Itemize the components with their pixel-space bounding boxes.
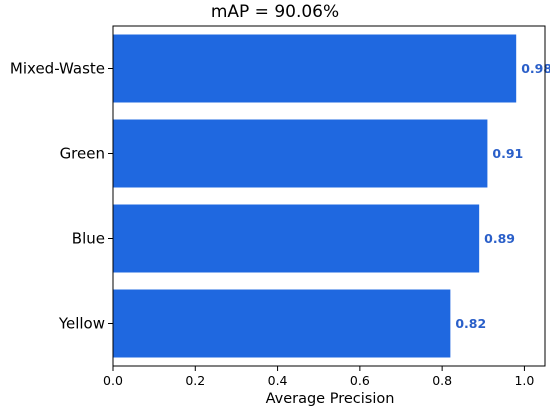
- x-tick-label: 0.8: [432, 373, 452, 388]
- bar-mixed-waste: [113, 34, 517, 103]
- value-label: 0.82: [455, 316, 486, 331]
- plot-frame: [112, 25, 546, 367]
- bar-yellow: [113, 289, 451, 358]
- labels-group: 0.98 0.91 0.89 0.82: [455, 61, 550, 331]
- y-tick-label: Yellow: [58, 315, 105, 333]
- bar-blue: [113, 204, 480, 273]
- y-tick-label: Green: [60, 145, 105, 163]
- value-label: 0.98: [521, 61, 550, 76]
- value-label: 0.89: [484, 231, 515, 246]
- bar-green: [113, 119, 488, 188]
- bars-group: [113, 34, 517, 358]
- axes-group: Mixed-Waste Green Blue Yellow 0.0 0.2 0.4 0.6 0.…: [10, 25, 546, 388]
- chart-title: mAP = 90.06%: [211, 2, 339, 22]
- x-axis-label: Average Precision: [266, 391, 395, 407]
- x-tick-label: 0.2: [185, 373, 205, 388]
- x-tick-label: 1.0: [514, 373, 534, 388]
- x-tick-label: 0.0: [103, 373, 123, 388]
- y-tick-label: Mixed-Waste: [10, 60, 105, 78]
- y-tick-label: Blue: [72, 230, 105, 248]
- x-tick-label: 0.4: [268, 373, 288, 388]
- x-tick-label: 0.6: [350, 373, 370, 388]
- value-label: 0.91: [492, 146, 523, 161]
